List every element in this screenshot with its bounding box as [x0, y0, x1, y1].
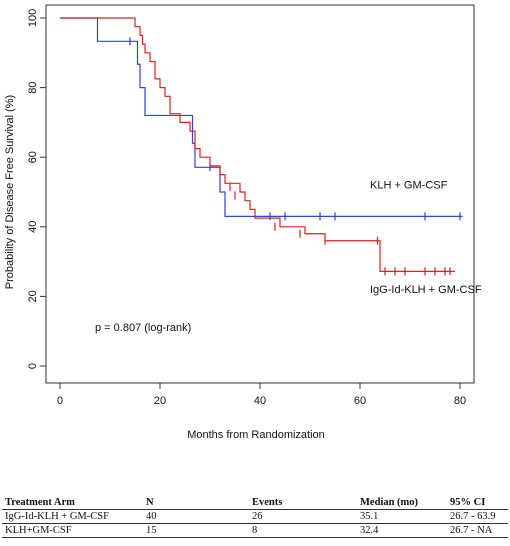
series-igg-id-klh-gm-csf: [60, 17, 455, 276]
cell-arm: IgG-Id-KLH + GM-CSF: [2, 509, 143, 524]
col-n: N: [143, 496, 249, 510]
x-tick-label: 60: [354, 395, 366, 407]
cell-n: 15: [143, 523, 249, 538]
cell-median: 32.4: [357, 523, 447, 538]
summary-table: Treatment Arm N Events Median (mo) 95% C…: [2, 496, 508, 538]
x-tick-label: 80: [454, 395, 466, 407]
x-axis-title: Months from Randomization: [187, 429, 325, 441]
cell-events: 26: [249, 509, 357, 524]
y-tick-label: 80: [27, 81, 39, 93]
x-axis: 0 20 40 60 80: [57, 383, 466, 407]
annotation-label: IgG-Id-KLH + GM-CSF: [370, 284, 482, 296]
y-tick-label: 100: [27, 9, 39, 27]
table-header-row: Treatment Arm N Events Median (mo) 95% C…: [2, 496, 508, 510]
cell-median: 35.1: [357, 509, 447, 524]
y-tick-label: 20: [27, 290, 39, 302]
col-median: Median (mo): [357, 496, 447, 510]
y-tick-label: 60: [27, 151, 39, 163]
survival-line: [60, 17, 455, 272]
cell-events: 8: [249, 523, 357, 538]
y-axis: 0 20 40 60 80 100: [27, 9, 46, 369]
survival-line: [60, 17, 463, 217]
cell-ci: 26.7 - NA: [447, 523, 508, 538]
annotation-label: KLH + GM-CSF: [370, 180, 448, 192]
annotation-label: p = 0.807 (log-rank): [95, 322, 191, 334]
cell-n: 40: [143, 509, 249, 524]
table-row: IgG-Id-KLH + GM-CSF 40 26 35.1 26.7 - 63…: [2, 509, 508, 524]
annotations: KLH + GM-CSF IgG-Id-KLH + GM-CSF p = 0.807…: [95, 180, 482, 335]
km-chart: 0 20 40 60 80 0 20 40 60 80 100 KLH + GM-CSF IgG-I…: [4, 4, 482, 441]
x-tick-label: 40: [254, 395, 266, 407]
y-tick-label: 40: [27, 221, 39, 233]
col-events: Events: [249, 496, 357, 510]
table-row: KLH+GM-CSF 15 8 32.4 26.7 - NA: [2, 523, 508, 538]
x-tick-label: 20: [154, 395, 166, 407]
y-axis-title: Probability of Disease Free Survival (%): [4, 95, 16, 289]
series-layer: [60, 17, 463, 276]
y-tick-label: 0: [27, 363, 39, 369]
x-tick-label: 0: [57, 395, 63, 407]
series-klh-gm-csf: [60, 17, 463, 221]
col-ci: 95% CI: [447, 496, 508, 510]
col-treatment-arm: Treatment Arm: [2, 496, 143, 510]
cell-arm: KLH+GM-CSF: [2, 523, 143, 538]
cell-ci: 26.7 - 63.9: [447, 509, 508, 524]
